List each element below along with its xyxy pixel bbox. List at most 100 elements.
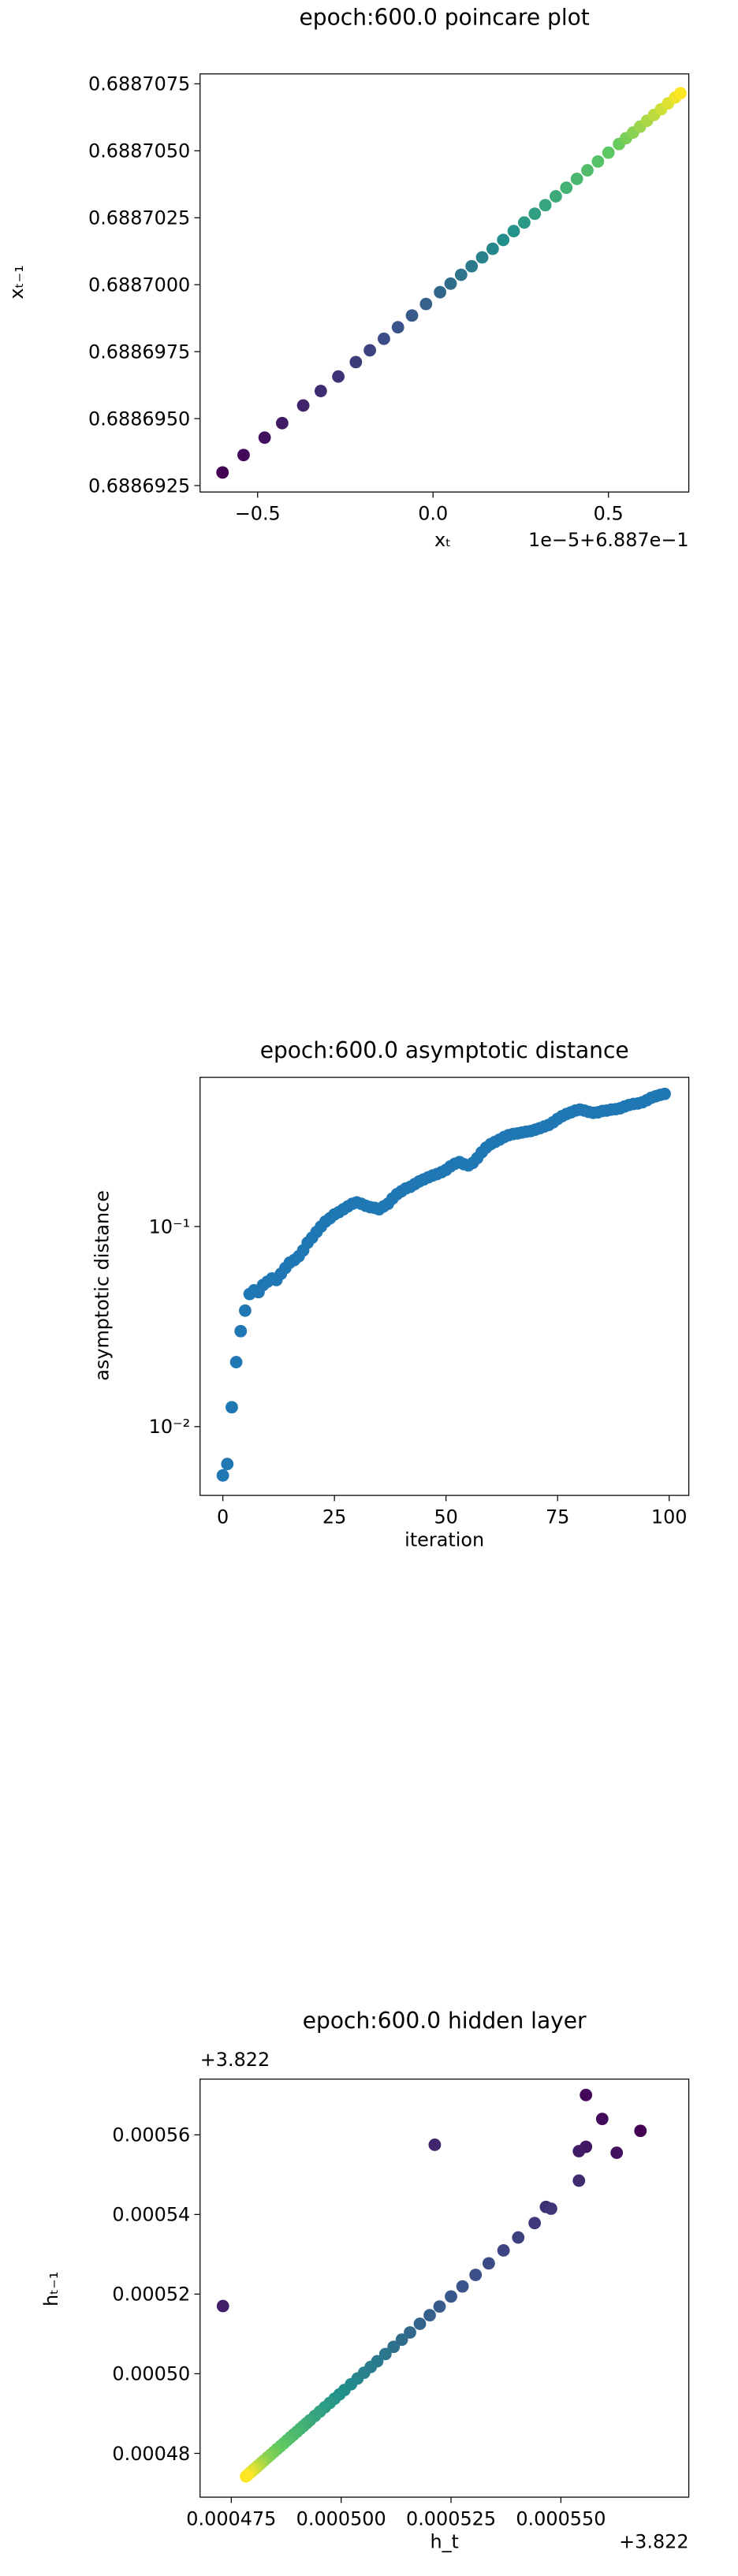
point [444,277,457,290]
point [454,268,468,281]
y-tick-label: 0.00048 [112,2443,190,2465]
point [497,233,510,247]
y-tick-label: 0.6886975 [88,341,190,363]
point [456,2280,469,2293]
y-tick-label: 0.6887025 [88,207,190,229]
y-tick-label: 0.6887075 [88,73,190,95]
point [405,309,419,322]
y-tick-label: 0.6887050 [88,140,190,162]
point [580,2088,593,2101]
y-tick-label: 0.6886950 [88,408,190,430]
x-tick-label: 0.5 [594,503,624,525]
point [391,321,404,334]
point [570,173,583,185]
x-tick-label: 0.000525 [406,2507,496,2529]
x-offset-label: +3.822 [619,2530,688,2552]
y-tick-label: 0.00050 [112,2363,190,2385]
point [363,344,377,357]
point [428,2139,442,2151]
point [332,370,345,383]
point [240,2470,252,2483]
point [314,385,327,397]
point [572,2145,586,2157]
point [581,164,594,177]
x-tick-label: 0.0 [418,503,448,525]
point [674,87,687,100]
point [296,399,310,412]
x-tick-label: 0.000475 [186,2507,276,2529]
point [445,2290,457,2303]
x-tick-label: 0.000500 [296,2507,386,2529]
y-tick-label: 0.6886925 [88,475,190,497]
point [378,332,390,345]
point [404,2326,416,2339]
y-tick-label: 0.6887000 [88,274,190,296]
point [413,2317,427,2330]
x-tick-label: −0.5 [235,503,281,525]
point [475,251,489,264]
point [275,416,289,430]
point [469,2269,483,2281]
chart-title: epoch:600.0 poincare plot [300,4,590,30]
point [433,2300,446,2314]
x-axis-label: xₜ [434,529,451,551]
y-tick-label: 0.00056 [112,2124,190,2146]
point [229,1356,243,1368]
point [658,1087,671,1100]
x-tick-label: 25 [322,1506,346,1528]
point [226,1401,238,1414]
point [482,2257,495,2270]
x-offset-label: 1e−5+6.887e−1 [528,529,689,551]
point [465,259,479,273]
point [545,2202,557,2215]
plot-frame [199,2078,690,2498]
point [234,1324,248,1338]
y-axis-label: hₜ₋₁ [40,2272,62,2306]
point [419,297,433,311]
x-axis-label: iteration [404,1529,484,1551]
x-tick-label: 75 [546,1506,569,1528]
y-tick-label: 10⁻² [149,1416,191,1438]
point [602,146,615,159]
y-tick-label: 0.00054 [112,2204,190,2226]
point [423,2309,436,2322]
point [550,190,562,203]
plot-frame [199,1077,690,1496]
point [518,216,531,229]
point [216,1469,229,1482]
point [216,2299,229,2313]
x-axis-label: h_t [430,2530,458,2552]
x-tick-label: 0 [217,1506,229,1528]
y-axis-label: asymptotic distance [91,1190,113,1381]
point [591,154,605,168]
point [539,199,552,212]
x-tick-label: 100 [651,1506,688,1528]
point [221,1457,234,1471]
point [634,2124,647,2138]
point [237,449,250,462]
point [572,2174,586,2187]
point [560,181,573,195]
point [239,1304,252,1317]
y-offset-label: +3.822 [200,2049,270,2071]
point [610,2146,624,2159]
y-axis-label: xₜ₋₁ [6,265,28,299]
point [507,225,520,238]
point [486,242,499,255]
point [395,2333,408,2347]
point [258,431,271,445]
point [528,207,542,221]
point [434,285,447,299]
x-tick-label: 50 [434,1506,457,1528]
plot-frame [199,73,690,493]
point [497,2244,510,2257]
point [349,356,363,369]
point [387,2340,401,2354]
point [528,2217,542,2230]
y-tick-label: 0.00052 [112,2284,190,2306]
chart-title: epoch:600.0 hidden layer [303,2008,587,2034]
point [378,2347,392,2361]
x-tick-label: 0.000550 [516,2507,606,2529]
